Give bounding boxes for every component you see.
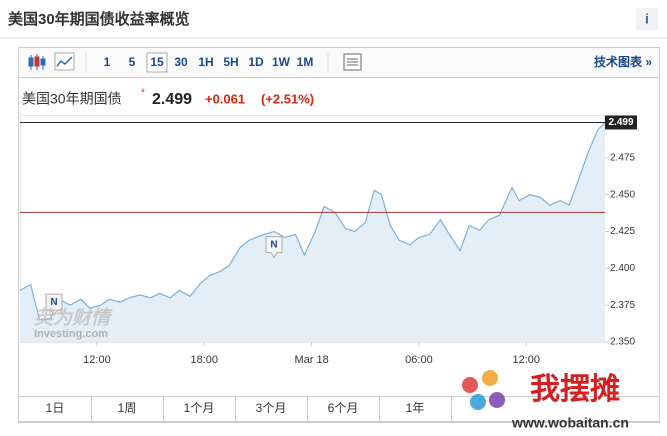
interval-button[interactable]: 1 [104,55,111,69]
range-bar [18,396,660,422]
range-button[interactable]: 1日 [46,401,65,415]
overlay-logo: 我摆摊 www.wobaitan.cn [462,370,629,431]
quote-change-pct: (+2.51%) [261,91,314,106]
table-icon[interactable] [343,53,362,71]
y-tick-label: 2.475 [610,152,635,163]
x-tick-label: Mar 18 [294,354,328,366]
news-marker[interactable] [265,236,283,259]
logo-petal [470,394,486,410]
series-line [19,122,606,321]
y-tick-label: 2.425 [610,226,635,237]
last-price-label: 2.499 [608,117,633,128]
page-title: 美国30年期国债收益率概览 [8,10,190,28]
range-button[interactable]: 3个月 [256,401,287,415]
interval-button[interactable]: 15 [150,55,164,69]
interval-button[interactable]: 30 [174,55,188,69]
y-tick-label: 2.375 [610,300,635,311]
interval-button[interactable]: 1D [248,55,264,69]
range-button[interactable]: 1年 [406,401,425,415]
range-button[interactable]: 1周 [118,401,137,415]
x-tick-label: 12:00 [513,354,541,366]
y-tick-label: 2.450 [610,189,635,200]
quote-name: 美国30年期国债 [22,91,122,107]
logo-petal [489,392,505,408]
quote-change: +0.061 [205,91,245,106]
overlay-url: www.wobaitan.cn [511,415,629,431]
interval-button[interactable]: 5H [223,55,238,69]
news-marker[interactable] [45,293,63,317]
news-marker-label: N [50,297,57,308]
quote-price: 2.499 [152,91,192,108]
logo-petal [462,377,478,393]
news-marker-label: N [270,239,277,250]
info-button[interactable] [636,8,658,30]
interval-button[interactable]: 1W [272,55,291,69]
last-price-tag [605,115,637,130]
y-tick-label: 2.400 [610,263,635,274]
x-tick-label: 06:00 [405,354,433,366]
info-icon[interactable]: i [645,11,649,27]
range-button[interactable]: 6个月 [328,401,359,415]
x-tick-label: 18:00 [191,354,219,366]
y-tick-label: 2.350 [610,337,635,348]
interval-button[interactable]: 1H [198,55,213,69]
overlay-name: 我摆摊 [530,373,620,406]
watermark-brand: 英为财情 [34,307,113,329]
interval-button[interactable]: 1M [297,55,314,69]
x-tick-label: 12:00 [83,354,111,366]
quote-flag: * [141,88,145,99]
range-button[interactable]: 1个月 [184,401,215,415]
interval-selected [146,52,168,73]
series-area [20,122,605,342]
logo-petal [482,370,498,386]
technical-chart-link[interactable]: 技术图表 » [594,54,652,69]
interval-button[interactable]: 5 [129,55,136,69]
candle-icon[interactable] [28,54,46,70]
toolbar [18,47,660,78]
watermark-site: Investing.com [34,328,108,340]
line-icon[interactable] [54,52,75,71]
